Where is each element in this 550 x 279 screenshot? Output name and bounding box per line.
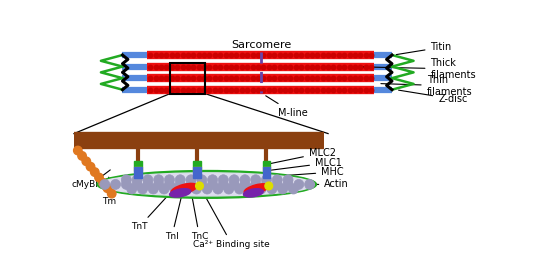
Ellipse shape bbox=[169, 189, 191, 197]
Circle shape bbox=[207, 175, 218, 185]
Circle shape bbox=[207, 179, 218, 189]
Circle shape bbox=[196, 182, 204, 190]
Circle shape bbox=[261, 175, 272, 185]
Circle shape bbox=[305, 179, 315, 189]
Circle shape bbox=[91, 168, 99, 176]
Circle shape bbox=[86, 162, 95, 171]
Circle shape bbox=[245, 184, 255, 194]
Circle shape bbox=[143, 179, 153, 189]
Circle shape bbox=[251, 179, 261, 189]
Bar bbox=[134, 167, 142, 178]
Circle shape bbox=[148, 184, 158, 194]
Circle shape bbox=[132, 175, 142, 185]
Circle shape bbox=[267, 184, 277, 194]
Bar bbox=[134, 167, 142, 170]
Circle shape bbox=[234, 184, 245, 194]
Circle shape bbox=[153, 179, 164, 189]
Text: M-line: M-line bbox=[266, 96, 308, 118]
Text: TnC: TnC bbox=[191, 198, 208, 241]
Text: TnI: TnI bbox=[165, 198, 181, 241]
Circle shape bbox=[197, 175, 207, 185]
Circle shape bbox=[78, 152, 86, 160]
Text: Actin: Actin bbox=[304, 179, 349, 189]
Text: Tm: Tm bbox=[102, 177, 117, 206]
Circle shape bbox=[111, 179, 120, 189]
Ellipse shape bbox=[97, 170, 317, 198]
Circle shape bbox=[283, 175, 293, 185]
Circle shape bbox=[107, 189, 116, 198]
Circle shape bbox=[229, 179, 239, 189]
Circle shape bbox=[294, 179, 304, 189]
Circle shape bbox=[159, 184, 169, 194]
Circle shape bbox=[180, 184, 191, 194]
Ellipse shape bbox=[100, 173, 314, 196]
Circle shape bbox=[251, 175, 261, 185]
Text: Z-disc: Z-disc bbox=[399, 90, 468, 104]
Circle shape bbox=[103, 184, 112, 193]
Text: MLC1: MLC1 bbox=[271, 158, 342, 170]
Ellipse shape bbox=[244, 189, 263, 197]
Circle shape bbox=[191, 184, 201, 194]
Circle shape bbox=[170, 184, 180, 194]
Circle shape bbox=[82, 157, 91, 165]
Bar bbox=[170, 63, 205, 93]
Circle shape bbox=[256, 184, 266, 194]
Bar bbox=[134, 161, 142, 167]
Circle shape bbox=[95, 173, 103, 182]
Circle shape bbox=[126, 184, 137, 194]
Circle shape bbox=[186, 175, 196, 185]
Circle shape bbox=[218, 179, 228, 189]
Bar bbox=[263, 167, 271, 178]
Circle shape bbox=[288, 184, 299, 194]
Circle shape bbox=[122, 175, 131, 185]
Circle shape bbox=[218, 175, 228, 185]
Circle shape bbox=[224, 184, 234, 194]
Text: Thin
filaments: Thin filaments bbox=[381, 75, 472, 97]
Circle shape bbox=[100, 179, 110, 189]
Circle shape bbox=[143, 175, 153, 185]
Circle shape bbox=[240, 179, 250, 189]
Text: MHC: MHC bbox=[272, 167, 344, 177]
Circle shape bbox=[229, 175, 239, 185]
Text: Thick
filaments: Thick filaments bbox=[350, 58, 476, 80]
Bar bbox=[194, 167, 201, 178]
Circle shape bbox=[175, 179, 185, 189]
Bar bbox=[263, 161, 271, 167]
Text: cMyBP-C: cMyBP-C bbox=[72, 170, 111, 189]
Circle shape bbox=[213, 184, 223, 194]
Circle shape bbox=[122, 179, 131, 189]
Circle shape bbox=[138, 184, 147, 194]
Circle shape bbox=[164, 175, 174, 185]
Circle shape bbox=[197, 179, 207, 189]
Circle shape bbox=[240, 175, 250, 185]
Circle shape bbox=[132, 179, 142, 189]
Circle shape bbox=[175, 175, 185, 185]
Text: Ca²⁺ Binding site: Ca²⁺ Binding site bbox=[194, 188, 270, 249]
Circle shape bbox=[186, 179, 196, 189]
Text: TnT: TnT bbox=[131, 193, 170, 231]
Circle shape bbox=[265, 182, 273, 190]
Text: MLC2: MLC2 bbox=[269, 148, 336, 164]
Ellipse shape bbox=[244, 184, 269, 194]
Circle shape bbox=[261, 179, 272, 189]
Bar bbox=[194, 161, 201, 167]
Circle shape bbox=[272, 175, 282, 185]
Circle shape bbox=[272, 179, 282, 189]
Circle shape bbox=[99, 179, 107, 187]
Circle shape bbox=[283, 179, 293, 189]
Circle shape bbox=[202, 184, 212, 194]
Text: Sarcomere: Sarcomere bbox=[231, 40, 291, 50]
Ellipse shape bbox=[171, 183, 197, 195]
Circle shape bbox=[278, 184, 288, 194]
Circle shape bbox=[153, 175, 164, 185]
Circle shape bbox=[74, 146, 82, 155]
Circle shape bbox=[164, 179, 174, 189]
Bar bbox=[263, 167, 271, 170]
Bar bbox=[194, 167, 201, 170]
Text: Titin: Titin bbox=[396, 42, 452, 55]
